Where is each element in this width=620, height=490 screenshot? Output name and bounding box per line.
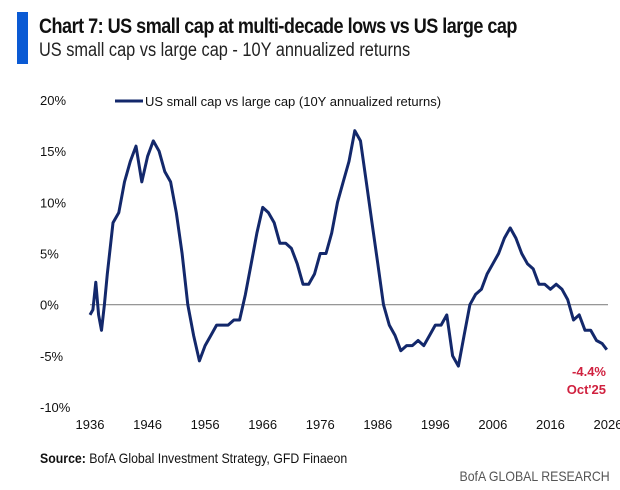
y-tick-label: -10%: [40, 400, 71, 415]
y-tick-label: 10%: [40, 195, 66, 210]
brand-label: BofA GLOBAL RESEARCH: [459, 468, 610, 484]
legend-label: US small cap vs large cap (10Y annualize…: [145, 94, 441, 109]
x-tick-label: 1986: [363, 417, 392, 432]
x-tick-label: 1936: [76, 417, 105, 432]
y-tick-label: 20%: [40, 93, 66, 108]
source-note: Source: BofA Global Investment Strategy,…: [40, 450, 347, 466]
series-line-small-vs-large-cap: [88, 129, 608, 368]
chart-subtitle: US small cap vs large cap - 10Y annualiz…: [39, 40, 411, 61]
y-tick-label: 15%: [40, 144, 66, 159]
source-text: BofA Global Investment Strategy, GFD Fin…: [85, 450, 348, 466]
x-tick-label: 2006: [478, 417, 507, 432]
x-tick-label: 2016: [536, 417, 565, 432]
x-tick-label: 1996: [421, 417, 450, 432]
y-tick-label: 5%: [40, 247, 59, 262]
title-accent-bar: [17, 12, 28, 64]
x-tick-label: 1966: [248, 417, 277, 432]
annotation-value: -4.4%: [572, 364, 606, 379]
chart-title: Chart 7: US small cap at multi-decade lo…: [39, 15, 517, 38]
annotation-date: Oct'25: [567, 382, 606, 397]
source-label: Source:: [40, 450, 86, 466]
y-tick-label: 0%: [40, 298, 59, 313]
x-tick-label: 1946: [133, 417, 162, 432]
x-tick-label: 1976: [306, 417, 335, 432]
y-tick-label: -5%: [40, 349, 64, 364]
x-tick-label: 2026: [594, 417, 620, 432]
x-tick-label: 1956: [191, 417, 220, 432]
